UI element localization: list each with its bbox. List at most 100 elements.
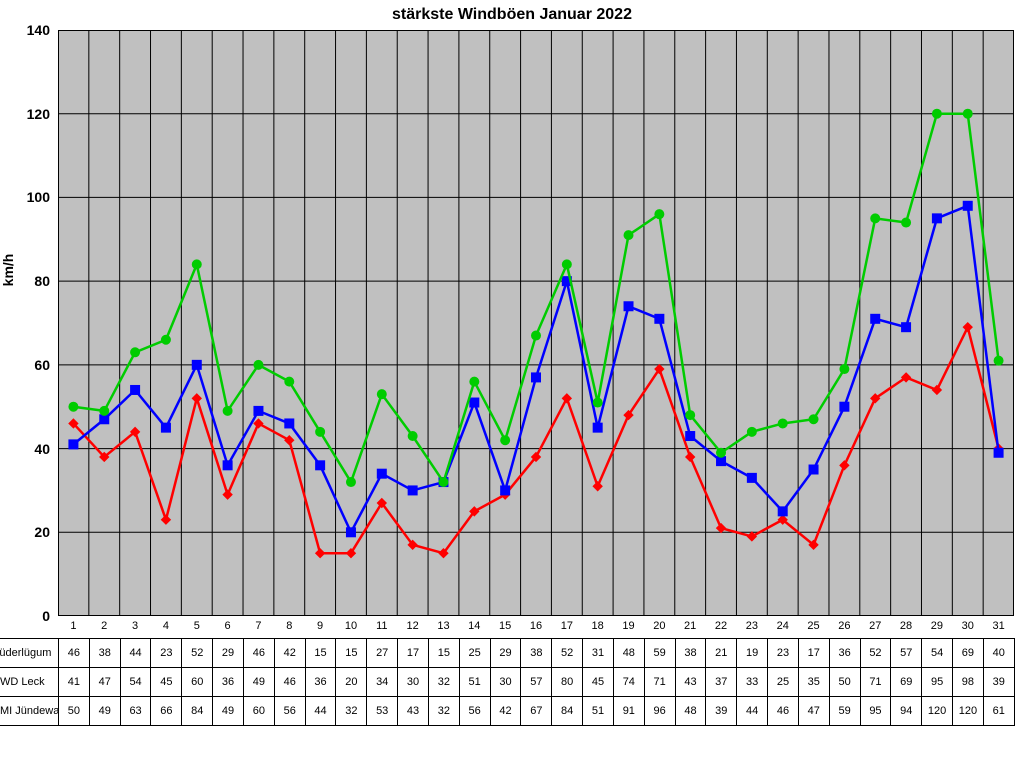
data-cell: 46 [59,639,90,668]
data-cell: 71 [860,668,891,697]
y-tick-label: 120 [0,106,50,122]
x-tick-label: 29 [921,620,952,632]
data-cell: 25 [768,668,799,697]
x-tick-label: 17 [551,620,582,632]
data-cell: 50 [59,697,90,726]
y-axis-label: km/h [0,220,16,320]
data-cell: 120 [953,697,984,726]
data-cell: 120 [922,697,953,726]
data-cell: 44 [120,639,151,668]
x-tick-label: 31 [983,620,1014,632]
data-cell: 66 [151,697,182,726]
data-cell: 47 [89,668,120,697]
data-cell: 48 [613,639,644,668]
chart-container: stärkste Windböen Januar 2022 km/h 0 20 40… [0,0,1024,768]
chart-title: stärkste Windböen Januar 2022 [0,6,1024,24]
data-cell: 49 [243,668,274,697]
data-cell: 45 [151,668,182,697]
data-cell: 60 [182,668,213,697]
data-cell: 29 [490,639,521,668]
data-cell: 37 [706,668,737,697]
x-tick-label: 5 [181,620,212,632]
x-tick-label: 28 [891,620,922,632]
data-cell: 15 [305,639,336,668]
data-cell: 43 [675,668,706,697]
data-cell: 57 [891,639,922,668]
data-cell: 61 [983,697,1014,726]
x-tick-label: 11 [366,620,397,632]
data-cell: 32 [428,697,459,726]
data-cell: 94 [891,697,922,726]
plot-area [58,30,1014,616]
x-tick-label: 10 [336,620,367,632]
x-tick-label: 21 [675,620,706,632]
data-cell: 30 [398,668,429,697]
data-cell: 98 [953,668,984,697]
data-cell: 42 [490,697,521,726]
x-tick-label: 1 [58,620,89,632]
table-row: DWD Leck41475445603649463620343032513057… [0,668,1014,697]
data-cell: 52 [860,639,891,668]
data-cell: 29 [213,639,244,668]
data-cell: 43 [398,697,429,726]
data-cell: 51 [459,668,490,697]
data-cell: 50 [829,668,860,697]
data-cell: 63 [120,697,151,726]
y-tick-label: 20 [0,524,50,540]
data-cell: 44 [305,697,336,726]
y-tick-label: 140 [0,22,50,38]
data-cell: 36 [305,668,336,697]
data-cell: 95 [922,668,953,697]
data-cell: 15 [336,639,367,668]
x-tick-label: 13 [428,620,459,632]
x-tick-label: 22 [706,620,737,632]
data-cell: 17 [798,639,829,668]
data-cell: 38 [521,639,552,668]
data-cell: 74 [613,668,644,697]
data-cell: 15 [428,639,459,668]
data-cell: 69 [891,668,922,697]
data-cell: 25 [459,639,490,668]
data-cell: 32 [336,697,367,726]
data-cell: 59 [644,639,675,668]
data-cell: 27 [367,639,398,668]
data-cell: 49 [213,697,244,726]
data-cell: 39 [706,697,737,726]
data-cell: 23 [768,639,799,668]
data-cell: 32 [428,668,459,697]
y-tick-label: 40 [0,441,50,457]
data-cell: 38 [675,639,706,668]
data-cell: 60 [243,697,274,726]
data-cell: 95 [860,697,891,726]
x-tick-label: 15 [490,620,521,632]
x-tick-label: 9 [305,620,336,632]
data-cell: 52 [552,639,583,668]
y-tick-label: 0 [0,608,50,624]
data-cell: 56 [459,697,490,726]
data-cell: 36 [829,639,860,668]
x-tick-label: 3 [120,620,151,632]
data-cell: 31 [583,639,614,668]
x-tick-label: 24 [767,620,798,632]
data-cell: 38 [89,639,120,668]
data-cell: 34 [367,668,398,697]
x-tick-label: 12 [397,620,428,632]
data-cell: 54 [922,639,953,668]
data-cell: 71 [644,668,675,697]
data-table: Süderlügum463844235229464215152717152529… [0,638,1015,726]
data-cell: 57 [521,668,552,697]
x-tick-label: 25 [798,620,829,632]
legend-label: Süderlügum [0,647,51,659]
x-tick-label: 26 [829,620,860,632]
legend-cell: DWD Leck [0,668,59,697]
data-cell: 84 [552,697,583,726]
x-tick-label: 18 [582,620,613,632]
y-tick-label: 60 [0,357,50,373]
data-cell: 54 [120,668,151,697]
data-cell: 52 [182,639,213,668]
data-cell: 49 [89,697,120,726]
data-cell: 46 [768,697,799,726]
x-tick-label: 16 [521,620,552,632]
y-tick-label: 100 [0,189,50,205]
data-cell: 84 [182,697,213,726]
